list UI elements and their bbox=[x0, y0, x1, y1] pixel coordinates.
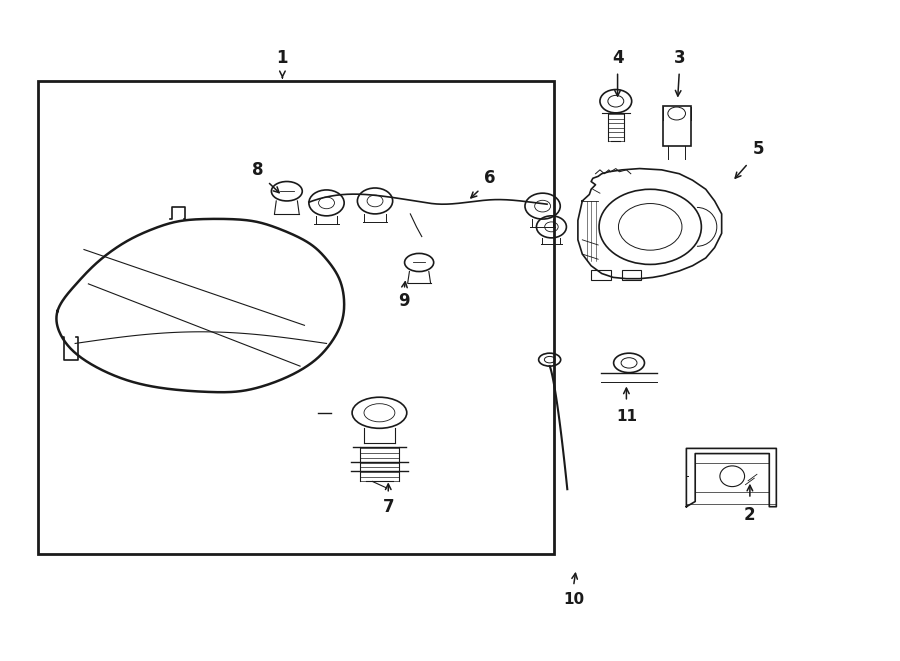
Text: 3: 3 bbox=[673, 50, 685, 67]
Bar bbox=[591, 270, 610, 280]
Text: 9: 9 bbox=[399, 292, 410, 311]
Text: 8: 8 bbox=[252, 161, 264, 179]
Text: 4: 4 bbox=[612, 50, 624, 67]
Text: 2: 2 bbox=[744, 506, 756, 524]
Text: 7: 7 bbox=[382, 498, 394, 516]
Text: 10: 10 bbox=[562, 592, 584, 607]
Bar bbox=[622, 270, 642, 280]
Text: 11: 11 bbox=[616, 408, 637, 424]
Bar bbox=[662, 106, 691, 146]
Text: 6: 6 bbox=[484, 169, 495, 187]
Bar bbox=[38, 81, 554, 554]
Text: 1: 1 bbox=[276, 50, 288, 67]
Text: 5: 5 bbox=[753, 140, 764, 158]
